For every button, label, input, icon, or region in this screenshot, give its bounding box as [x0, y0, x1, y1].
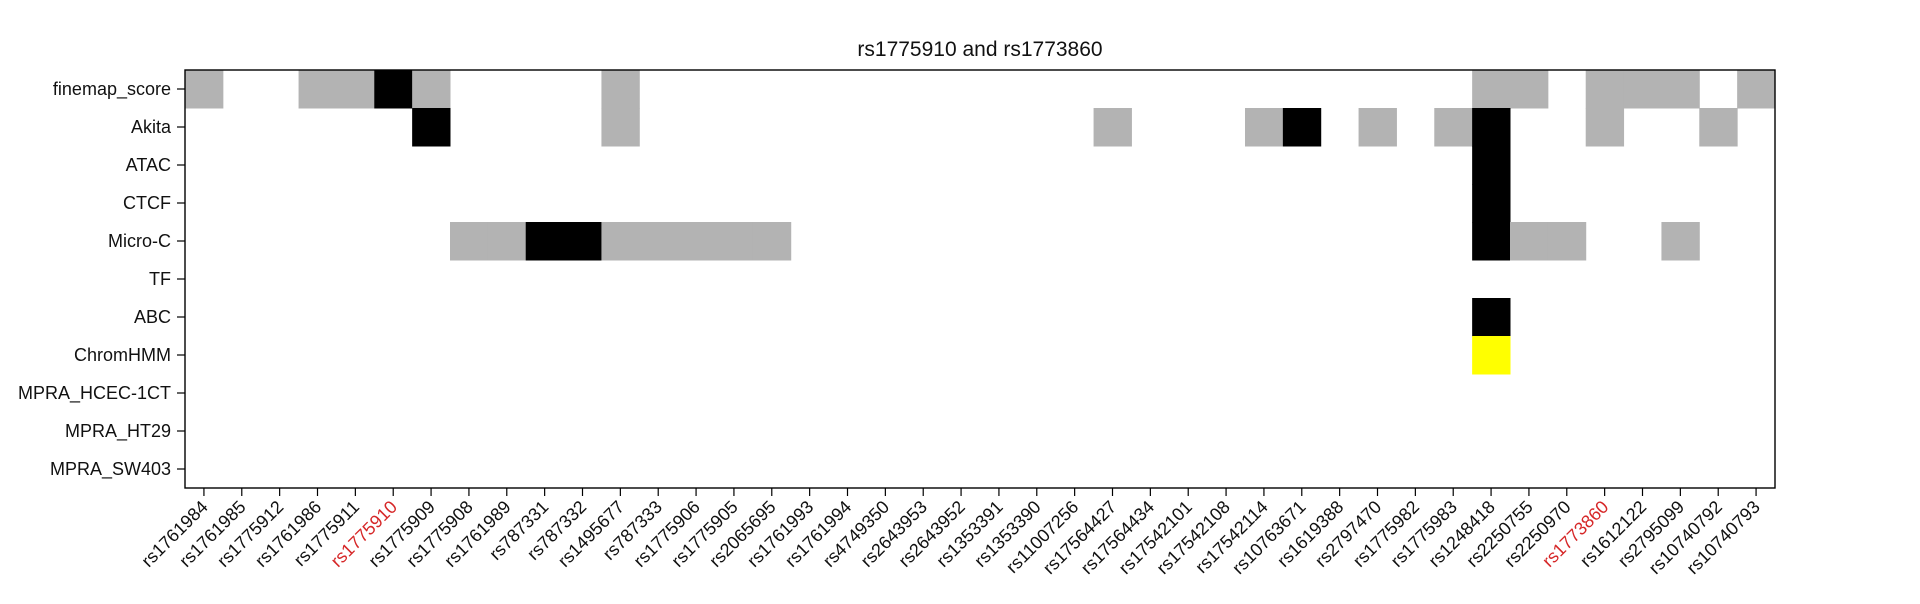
heatmap-cell — [1472, 70, 1511, 109]
y-tick-label: MPRA_HCEC-1CT — [18, 383, 171, 404]
heatmap-cell — [1510, 70, 1549, 109]
heatmap-cell — [412, 108, 451, 147]
chart-title: rs1775910 and rs1773860 — [857, 38, 1102, 61]
y-tick-label: MPRA_SW403 — [50, 459, 171, 480]
y-tick-label: MPRA_HT29 — [65, 421, 171, 442]
heatmap-cell — [1623, 70, 1662, 109]
heatmap-cell — [1699, 108, 1738, 147]
heatmap-cell — [563, 222, 602, 261]
y-tick-label: TF — [149, 269, 171, 289]
y-tick-label: CTCF — [123, 193, 171, 213]
y-tick-label: Micro-C — [108, 231, 171, 251]
heatmap-cell — [1472, 222, 1511, 261]
heatmap-cell — [1585, 108, 1625, 147]
heatmap-cell — [1472, 108, 1511, 147]
heatmap-cell — [601, 222, 640, 261]
heatmap-cell — [450, 222, 489, 261]
heatmap-cell — [1472, 184, 1511, 223]
heatmap-cell — [1245, 108, 1284, 147]
heatmap-cell — [1472, 336, 1511, 375]
heatmap-cell — [412, 70, 451, 109]
heatmap-cell — [1737, 70, 1776, 109]
y-tick-label: ChromHMM — [74, 345, 171, 365]
y-axis: finemap_score Akita ATAC CTCF Micro-C TF ABC Ch… — [18, 79, 185, 480]
heatmap-cell — [601, 70, 640, 109]
heatmap-cell — [639, 222, 678, 261]
y-tick-label: finemap_score — [53, 79, 171, 100]
heatmap-cell — [1282, 108, 1322, 147]
x-axis: rs1761984rs1761985rs1775912rs1761986rs17… — [137, 488, 1764, 578]
heatmap-cell — [1472, 298, 1511, 337]
heatmap-cell — [752, 222, 792, 261]
heatmap-cell — [601, 108, 640, 147]
cells-layer — [185, 70, 1776, 375]
y-tick-label: Akita — [131, 117, 172, 137]
heatmap-cell — [677, 222, 716, 261]
heatmap-cell — [1661, 222, 1700, 261]
heatmap-cell — [1510, 222, 1549, 261]
heatmap-cell — [715, 222, 754, 261]
heatmap-cell — [1358, 108, 1397, 147]
heatmap-cell — [374, 70, 413, 109]
heatmap-cell — [298, 70, 337, 109]
heatmap-cell — [1472, 146, 1511, 185]
heatmap-cell — [1093, 108, 1132, 147]
y-tick-label: ATAC — [126, 155, 171, 175]
heatmap-cell — [1661, 70, 1700, 109]
heatmap-cell — [336, 70, 375, 109]
heatmap-cell — [525, 222, 565, 261]
heatmap-cell — [1434, 108, 1473, 147]
heatmap-cell — [1585, 70, 1625, 109]
heatmap-cell — [1547, 222, 1587, 261]
heatmap-cell — [185, 70, 224, 109]
heatmap-cell — [487, 222, 527, 261]
y-tick-label: ABC — [134, 307, 171, 327]
